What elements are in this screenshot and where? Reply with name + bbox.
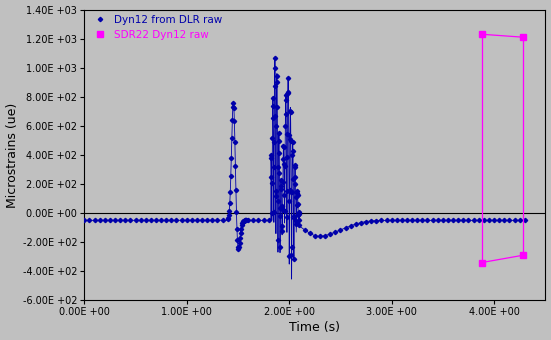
Dyn12 from DLR raw (521, 218, 528, 222)
X-axis label: Time (s): Time (s) (289, 321, 341, 335)
Dyn12 from DLR raw (496, 218, 503, 222)
Legend: Dyn12 from DLR raw, SDR22 Dyn12 raw: Dyn12 from DLR raw, SDR22 Dyn12 raw (88, 13, 225, 42)
Dyn12 from DLR raw (288, 190, 294, 194)
SDR22 Dyn12 raw (520, 35, 526, 39)
Y-axis label: Microstrains (ue): Microstrains (ue) (6, 102, 19, 207)
Dyn12 from DLR raw (268, 175, 275, 180)
Line: SDR22 Dyn12 raw: SDR22 Dyn12 raw (479, 32, 526, 40)
Dyn12 from DLR raw (81, 218, 88, 222)
Dyn12 from DLR raw (290, 257, 297, 261)
Dyn12 from DLR raw (272, 56, 278, 60)
SDR22 Dyn12 raw (479, 32, 485, 36)
Dyn12 from DLR raw (236, 241, 243, 245)
Line: Dyn12 from DLR raw: Dyn12 from DLR raw (83, 57, 526, 260)
Dyn12 from DLR raw (292, 164, 299, 168)
Dyn12 from DLR raw (158, 218, 164, 222)
